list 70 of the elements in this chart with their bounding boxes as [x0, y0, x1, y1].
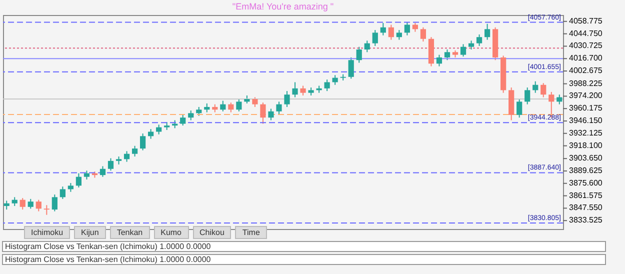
- candlestick: [356, 46, 362, 64]
- candlestick: [252, 96, 258, 108]
- candlestick: [236, 98, 242, 112]
- y-tick-label: 4058.775: [569, 16, 603, 26]
- candlestick: [444, 48, 450, 61]
- candlestick: [260, 102, 266, 124]
- candlestick: [420, 26, 426, 42]
- y-tick-label: 3918.100: [569, 140, 603, 150]
- candlestick: [372, 30, 378, 46]
- y-tick-label: 3889.625: [569, 166, 603, 175]
- candlestick: [516, 98, 522, 118]
- y-tick-label: 4044.750: [569, 28, 603, 38]
- y-tick-label: 3903.650: [569, 154, 603, 163]
- candlestick: [148, 128, 154, 140]
- y-tick-label: 3960.175: [569, 104, 603, 113]
- candlestick: [396, 30, 402, 40]
- candlestick: [100, 166, 106, 178]
- candlestick: [324, 79, 330, 92]
- candlestick: [388, 24, 394, 40]
- y-tick-label: 3988.225: [569, 78, 603, 88]
- candlestick: [476, 34, 482, 46]
- annotation: Kumo: [154, 226, 189, 239]
- candlestick: [348, 56, 354, 80]
- y-tick-label: 3833.525: [569, 216, 603, 225]
- candlestick: [140, 132, 146, 151]
- chart-title: "EmMa! You're amazing ": [232, 1, 334, 12]
- candlestick: [180, 114, 186, 126]
- y-tick-label: 3847.550: [569, 203, 603, 212]
- candlestick: [188, 110, 194, 121]
- annotation: Ichimoku: [24, 226, 70, 239]
- annotation: Chikou: [192, 226, 232, 239]
- candlestick: [108, 158, 114, 172]
- candlestick: [292, 82, 298, 98]
- text: Histogram Close vs Tenkan-sen (Ichimoku) 1.0000 0.0000: [2, 254, 606, 265]
- candlestick: [436, 54, 442, 67]
- candlestick: [28, 198, 34, 210]
- candlestick: [484, 23, 490, 40]
- y-tick-label: 4002.675: [569, 66, 603, 75]
- candlestick: [268, 108, 274, 121]
- candlestick: [132, 145, 138, 157]
- y-tick-label: 4016.700: [569, 54, 603, 63]
- candlestick: [228, 102, 234, 113]
- candlestick: [52, 194, 58, 212]
- candlestick: [532, 80, 538, 94]
- annotation: Time: [235, 226, 267, 239]
- annotation: Tenkan: [110, 226, 150, 239]
- y-tick-label: 3974.200: [569, 91, 603, 100]
- candlestick: [36, 199, 42, 212]
- text: Histogram Close vs Tenkan-sen (Ichimoku) 1.0000 0.0000: [2, 241, 606, 252]
- candlestick: [276, 101, 282, 115]
- candlestick: [20, 198, 26, 210]
- candlestick: [404, 22, 410, 36]
- candlestick: [284, 90, 290, 108]
- candlestick: [380, 22, 386, 36]
- candlestick: [124, 150, 130, 162]
- candlestick: [300, 85, 306, 96]
- y-tick-label: 3946.150: [569, 116, 603, 125]
- candlestick: [364, 40, 370, 53]
- candlestick: [60, 186, 66, 200]
- candlestick: [524, 87, 530, 105]
- y-tick-label: 4030.725: [569, 41, 603, 50]
- candlestick: [76, 172, 82, 188]
- y-tick-label: 3861.575: [569, 190, 603, 200]
- candlestick: [220, 100, 226, 112]
- y-tick-label: 3932.125: [569, 128, 603, 138]
- candlestick: [460, 44, 466, 58]
- annotation: Kijun: [74, 226, 106, 239]
- candlestick: [540, 82, 546, 98]
- y-tick-label: 3875.600: [569, 178, 603, 188]
- candlestick: [44, 204, 50, 216]
